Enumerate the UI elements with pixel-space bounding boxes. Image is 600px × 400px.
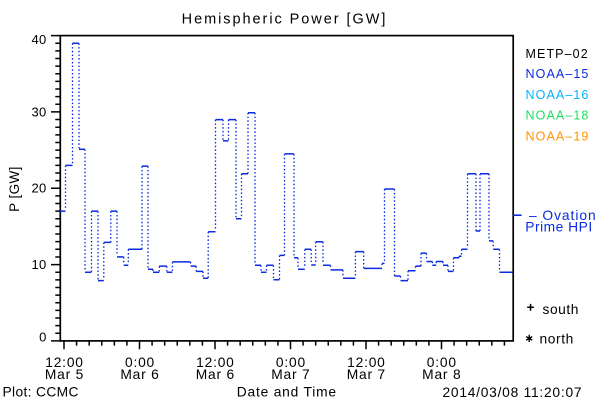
svg-text:north: north [540,332,574,347]
svg-text:– Ovation: – Ovation [529,208,597,223]
svg-text:south: south [543,302,580,317]
svg-text:Date and Time: Date and Time [237,385,337,400]
svg-text:12:00: 12:00 [347,355,386,370]
svg-text:0:00: 0:00 [276,355,306,370]
svg-text:Plot: CCMC: Plot: CCMC [3,385,79,400]
svg-text:0:00: 0:00 [125,355,155,370]
svg-text:P [GW]: P [GW] [7,166,22,212]
svg-text:METP–02: METP–02 [526,47,589,61]
svg-text:0: 0 [39,330,47,345]
svg-text:Mar 6: Mar 6 [196,367,235,382]
svg-text:20: 20 [32,181,47,196]
svg-text:Mar 6: Mar 6 [120,367,159,382]
svg-text:40: 40 [32,32,47,47]
svg-text:10: 10 [32,257,47,272]
svg-text:30: 30 [32,105,47,120]
svg-text:0:00: 0:00 [427,355,457,370]
svg-text:Prime HPI: Prime HPI [525,220,592,235]
svg-text:12:00: 12:00 [196,355,235,370]
svg-text:2014/03/08 11:20:07: 2014/03/08 11:20:07 [442,385,582,400]
svg-text:NOAA–15: NOAA–15 [526,67,590,81]
svg-text:NOAA–18: NOAA–18 [526,109,590,123]
svg-text:Mar 7: Mar 7 [347,367,386,382]
svg-text:Hemispheric Power [GW]: Hemispheric Power [GW] [182,12,388,28]
svg-text:Mar 8: Mar 8 [422,367,461,382]
svg-text:Mar 7: Mar 7 [271,367,310,382]
svg-text:NOAA–16: NOAA–16 [526,88,590,102]
svg-text:NOAA–19: NOAA–19 [526,130,590,144]
svg-text:Mar 5: Mar 5 [45,367,84,382]
svg-text:12:00: 12:00 [45,355,84,370]
